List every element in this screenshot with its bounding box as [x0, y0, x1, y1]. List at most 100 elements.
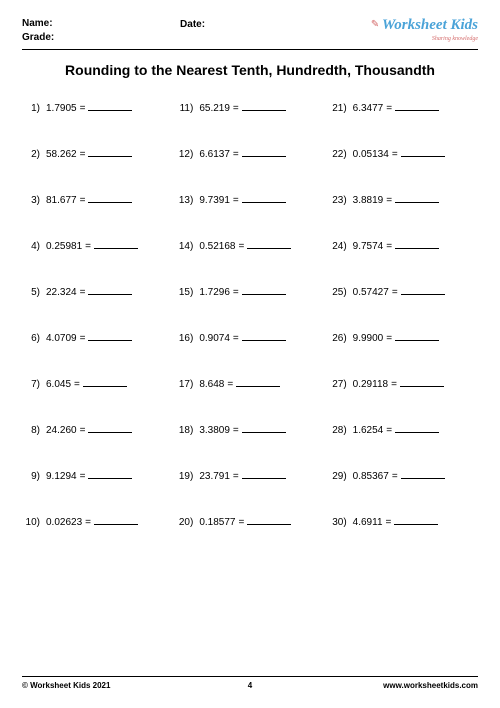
answer-blank[interactable]	[394, 514, 438, 525]
answer-blank[interactable]	[242, 330, 286, 341]
answer-blank[interactable]	[395, 192, 439, 203]
problem-value: 0.85367	[353, 471, 389, 482]
answer-blank[interactable]	[88, 330, 132, 341]
problem-number: 23)	[329, 195, 347, 206]
problem-value: 1.6254	[353, 425, 384, 436]
problem: 1)1.7905=	[22, 100, 171, 114]
answer-blank[interactable]	[88, 100, 132, 111]
name-label: Name:	[22, 18, 54, 29]
problem-number: 26)	[329, 333, 347, 344]
equals-sign: =	[233, 195, 239, 206]
problem: 30)4.6911=	[329, 514, 478, 528]
problem: 26)9.9900=	[329, 330, 478, 344]
problem: 9)9.1294=	[22, 468, 171, 482]
problem-value: 65.219	[199, 103, 230, 114]
equals-sign: =	[80, 195, 86, 206]
problem: 11)65.219=	[175, 100, 324, 114]
problem-number: 18)	[175, 425, 193, 436]
problem: 2)58.262=	[22, 146, 171, 160]
header-left: Name: Grade:	[22, 18, 54, 43]
answer-blank[interactable]	[88, 192, 132, 203]
problem-number: 10)	[22, 517, 40, 528]
logo-sub: Sharing knowledge	[432, 36, 478, 42]
answer-blank[interactable]	[88, 284, 132, 295]
equals-sign: =	[233, 287, 239, 298]
answer-blank[interactable]	[395, 330, 439, 341]
problem-value: 23.791	[199, 471, 230, 482]
problem-number: 30)	[329, 517, 347, 528]
problem: 7)6.045=	[22, 376, 171, 390]
answer-blank[interactable]	[247, 238, 291, 249]
equals-sign: =	[80, 103, 86, 114]
problem-number: 27)	[329, 379, 347, 390]
problem-number: 6)	[22, 333, 40, 344]
problem: 16)0.9074=	[175, 330, 324, 344]
problem-number: 29)	[329, 471, 347, 482]
problem-number: 14)	[175, 241, 193, 252]
problem: 19)23.791=	[175, 468, 324, 482]
problem: 18)3.3809=	[175, 422, 324, 436]
equals-sign: =	[85, 517, 91, 528]
answer-blank[interactable]	[242, 284, 286, 295]
answer-blank[interactable]	[88, 146, 132, 157]
problem-number: 19)	[175, 471, 193, 482]
problem: 5)22.324=	[22, 284, 171, 298]
problem-value: 24.260	[46, 425, 77, 436]
answer-blank[interactable]	[401, 284, 445, 295]
problem-number: 11)	[175, 103, 193, 114]
problem: 8)24.260=	[22, 422, 171, 436]
problem-number: 15)	[175, 287, 193, 298]
answer-blank[interactable]	[242, 192, 286, 203]
problem-number: 1)	[22, 103, 40, 114]
answer-blank[interactable]	[401, 468, 445, 479]
answer-blank[interactable]	[242, 468, 286, 479]
equals-sign: =	[386, 333, 392, 344]
problem-number: 4)	[22, 241, 40, 252]
answer-blank[interactable]	[242, 422, 286, 433]
equals-sign: =	[227, 379, 233, 390]
problem-number: 24)	[329, 241, 347, 252]
answer-blank[interactable]	[400, 376, 444, 387]
problem: 29)0.85367=	[329, 468, 478, 482]
problem-number: 9)	[22, 471, 40, 482]
problem-number: 5)	[22, 287, 40, 298]
problem-value: 9.7574	[353, 241, 384, 252]
answer-blank[interactable]	[247, 514, 291, 525]
answer-blank[interactable]	[88, 468, 132, 479]
equals-sign: =	[233, 333, 239, 344]
problem-value: 1.7296	[199, 287, 230, 298]
answer-blank[interactable]	[395, 238, 439, 249]
problem-value: 4.0709	[46, 333, 77, 344]
answer-blank[interactable]	[83, 376, 127, 387]
problem-number: 22)	[329, 149, 347, 160]
answer-blank[interactable]	[395, 422, 439, 433]
equals-sign: =	[386, 241, 392, 252]
problem: 20)0.18577=	[175, 514, 324, 528]
problem: 24) 9.7574=	[329, 238, 478, 252]
problem: 23)3.8819=	[329, 192, 478, 206]
problem-value: 6.045	[46, 379, 71, 390]
answer-blank[interactable]	[242, 100, 286, 111]
answer-blank[interactable]	[88, 422, 132, 433]
problem-value: 0.52168	[199, 241, 235, 252]
problem-value: 3.3809	[199, 425, 230, 436]
answer-blank[interactable]	[242, 146, 286, 157]
logo: ✎ Worksheet Kids Sharing knowledge	[371, 18, 478, 43]
equals-sign: =	[80, 471, 86, 482]
answer-blank[interactable]	[401, 146, 445, 157]
problem: 22)0.05134=	[329, 146, 478, 160]
answer-blank[interactable]	[395, 100, 439, 111]
equals-sign: =	[392, 287, 398, 298]
problem: 3)81.677=	[22, 192, 171, 206]
answer-blank[interactable]	[94, 238, 138, 249]
answer-blank[interactable]	[94, 514, 138, 525]
equals-sign: =	[238, 517, 244, 528]
equals-sign: =	[74, 379, 80, 390]
equals-sign: =	[233, 149, 239, 160]
answer-blank[interactable]	[236, 376, 280, 387]
header: Name: Grade: Date: ✎ Worksheet Kids Shar…	[22, 18, 478, 43]
grade-label: Grade:	[22, 32, 54, 43]
problem: 25)0.57427=	[329, 284, 478, 298]
equals-sign: =	[386, 103, 392, 114]
equals-sign: =	[80, 287, 86, 298]
